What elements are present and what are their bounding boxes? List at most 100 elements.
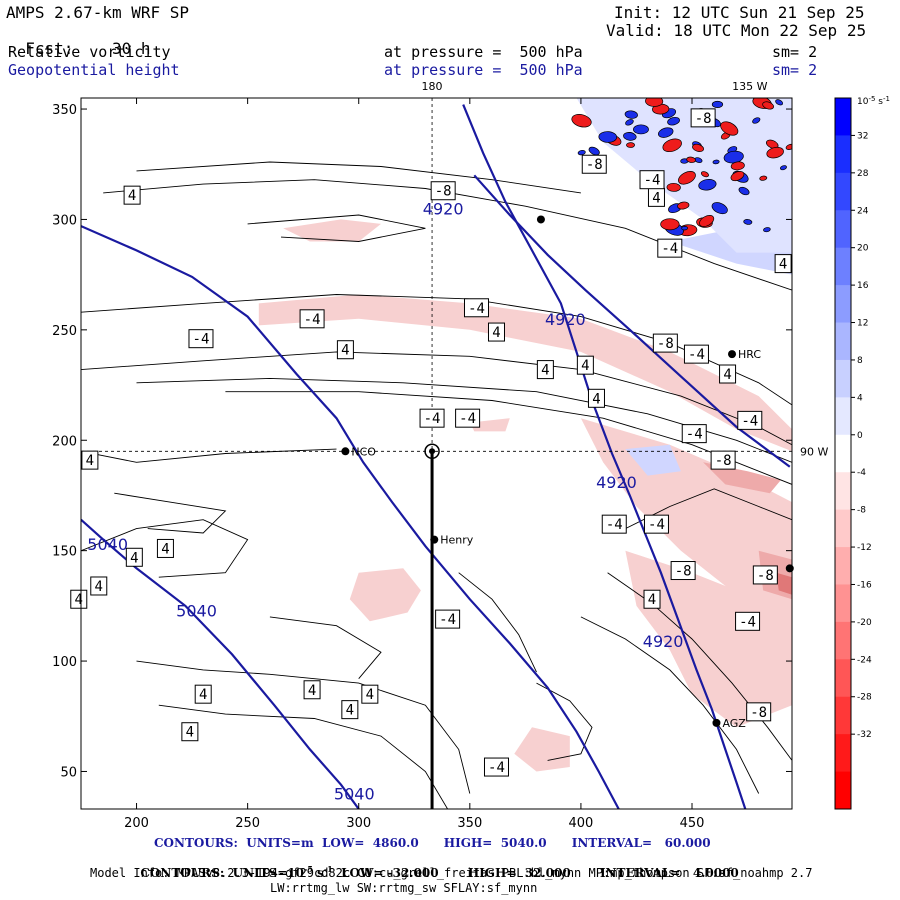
colorbar-segment [835, 285, 851, 324]
vorticity-label: -4 [683, 344, 709, 364]
label-text: 4 [308, 683, 316, 699]
label-box [719, 364, 737, 384]
model-info: Model Info: MPASv8.2.3-194-gf29cd82c CU:… [90, 866, 813, 880]
x-tick-label: 200 [124, 816, 149, 831]
label-box [746, 702, 772, 722]
height-label: 4920 [643, 632, 684, 651]
vorticity-cell [692, 143, 704, 152]
vorticity-cell [657, 127, 674, 138]
station-dot [728, 350, 737, 359]
label-box [601, 514, 627, 534]
vorticity-contour-line [580, 616, 760, 794]
colorbar-label: -12 [857, 543, 872, 553]
colorbar-segment [835, 771, 851, 810]
vorticity-label: 4 [125, 547, 143, 567]
label-text: 4 [492, 325, 500, 341]
label-text: 4 [648, 592, 656, 608]
height-contour-info: CONTOURS: UNITS=m LOW= 4860.0 HIGH= 5040… [154, 836, 711, 850]
label-text: -4 [686, 427, 703, 443]
height-label: 5040 [334, 785, 375, 804]
meridian-gridlines [81, 98, 792, 452]
station-dot [341, 447, 350, 456]
x-tick-label: 350 [457, 816, 482, 831]
label-box [123, 185, 141, 205]
y-tick-label: 200 [52, 434, 77, 449]
vorticity-fill [283, 219, 381, 242]
height-contour-5040 [81, 225, 620, 809]
height-label: 4920 [596, 473, 637, 492]
label-text: 4 [779, 257, 787, 273]
label-text: -4 [606, 517, 623, 533]
label-box [181, 722, 199, 742]
height-label: 5040 [87, 535, 128, 554]
colorbar-segment [835, 659, 851, 698]
vorticity-label: -4 [643, 514, 669, 534]
vorticity-cell [730, 161, 745, 171]
label-box [710, 450, 736, 470]
label-box [303, 680, 321, 700]
label-text: -4 [424, 411, 441, 427]
colorbar-segment [835, 584, 851, 623]
y-tick-label: 50 [60, 765, 77, 780]
label-text: -4 [741, 413, 758, 429]
field2-smoothing: sm= 2 [772, 61, 818, 79]
label-text: -4 [739, 614, 756, 630]
axis-ticks: 200 250 300 350 400 450 50 100 150 200 250 300 350 [52, 98, 792, 831]
label-text: 4 [341, 343, 349, 359]
x-tick-label: 400 [569, 816, 594, 831]
label-box [430, 181, 456, 201]
y-tick-label: 300 [52, 213, 77, 228]
vorticity-contour-line [458, 572, 537, 673]
vorticity-contour-line [81, 519, 249, 578]
vorticity-cell [699, 215, 715, 227]
label-text: -4 [644, 173, 661, 189]
vorticity-label: 4 [719, 364, 737, 384]
label-box [483, 757, 509, 777]
vorticity-cell [766, 146, 784, 159]
vorticity-cell [752, 117, 761, 124]
vorticity-contour-line [536, 682, 593, 761]
colorbar-segment [835, 434, 851, 473]
colorbar-label: 0 [857, 431, 863, 441]
station [536, 215, 545, 224]
vorticity-cell [667, 116, 680, 126]
forecast-hour: Fcst: 30 h [6, 22, 150, 58]
vorticity-cell [588, 146, 600, 156]
vorticity-label: 4 [303, 680, 321, 700]
label-box [463, 298, 489, 318]
label-text: 4 [581, 358, 589, 374]
label-text: 4 [592, 391, 600, 407]
field2-name: Geopotential height [8, 61, 180, 79]
vorticity-fill [349, 568, 421, 622]
y-tick-label: 350 [52, 103, 77, 118]
vorticity-label: -8 [670, 561, 696, 581]
vorticity-cell [711, 202, 728, 215]
vorticity-label: 4 [81, 450, 99, 470]
vorticity-label: 4 [487, 322, 505, 342]
vorticity-label: -4 [463, 298, 489, 318]
vorticity-cell [645, 98, 664, 107]
station-markers: NCO Henry HRC AGZ [341, 215, 794, 730]
vorticity-label: -4 [299, 309, 325, 329]
label-box [81, 450, 99, 470]
model-info-physics: LW:rrtmg_lw SW:rrtmg_sw SFLAY:sf_mynn [270, 881, 538, 895]
vorticity-fill [580, 418, 792, 617]
label-box [737, 410, 763, 430]
vort-info-exp1: -5 [304, 864, 313, 874]
label-text: -4 [648, 517, 665, 533]
vorticity-label: -4 [419, 408, 445, 428]
height-contour-4920 [473, 174, 791, 468]
label-text: 4 [128, 188, 136, 204]
colorbar-label: 20 [857, 244, 869, 254]
vorticity-label: -4 [601, 514, 627, 534]
field1-pressure: at pressure = 500 hPa [384, 43, 583, 61]
vorticity-label: -4 [435, 609, 461, 629]
colorbar-segment [835, 172, 851, 211]
vorticity-cell [686, 156, 696, 163]
vorticity-fill [625, 550, 792, 728]
colorbar-segment [835, 359, 851, 398]
colorbar-segment [835, 509, 851, 548]
vorticity-fill [703, 462, 781, 494]
label-box [487, 322, 505, 342]
